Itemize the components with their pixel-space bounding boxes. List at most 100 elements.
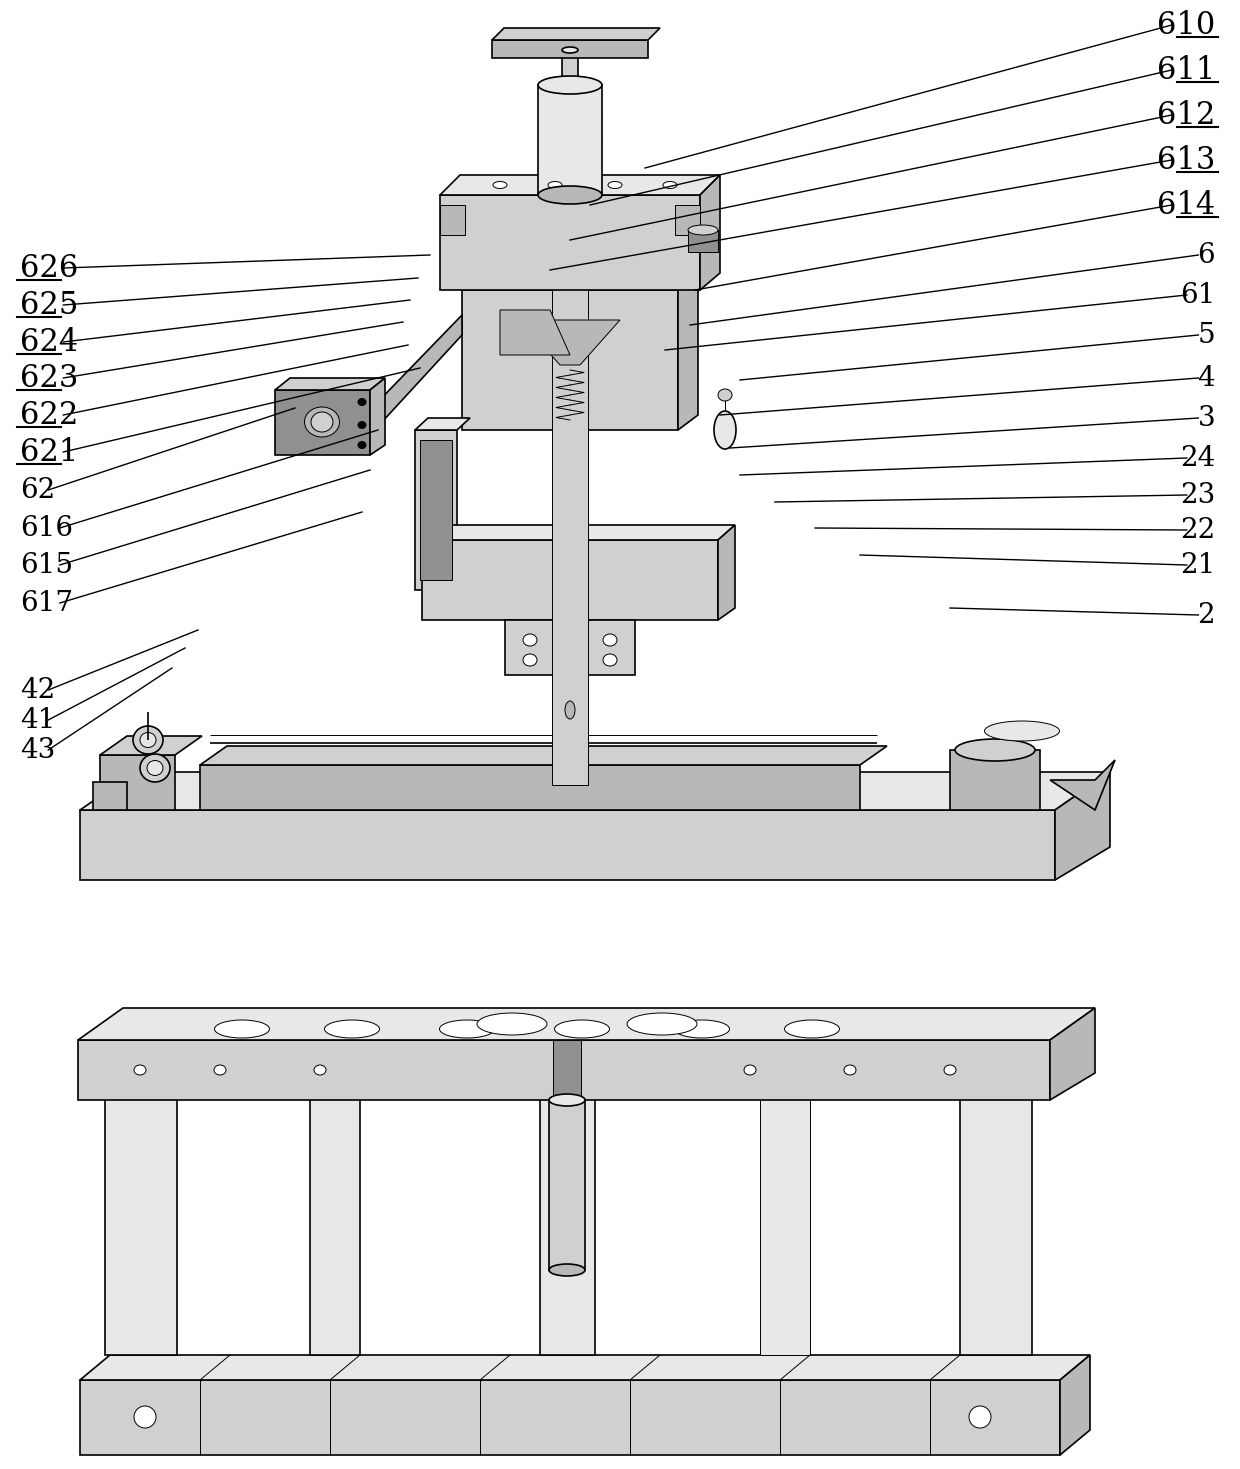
Text: 613: 613 [1157, 144, 1215, 175]
Text: 622: 622 [20, 400, 78, 430]
FancyBboxPatch shape [420, 441, 453, 580]
Ellipse shape [140, 754, 170, 782]
Ellipse shape [714, 411, 737, 450]
Polygon shape [422, 524, 735, 541]
Ellipse shape [603, 635, 618, 646]
Ellipse shape [688, 225, 718, 235]
Polygon shape [105, 1047, 195, 1061]
Ellipse shape [968, 1406, 991, 1428]
FancyBboxPatch shape [562, 50, 578, 93]
Polygon shape [960, 1047, 1050, 1061]
FancyBboxPatch shape [553, 1040, 582, 1100]
Polygon shape [200, 746, 887, 765]
Ellipse shape [477, 1014, 547, 1036]
Polygon shape [93, 782, 126, 809]
FancyBboxPatch shape [415, 430, 458, 591]
Ellipse shape [439, 1019, 495, 1039]
Ellipse shape [955, 739, 1035, 761]
Text: 2: 2 [1198, 601, 1215, 629]
Polygon shape [440, 175, 720, 195]
Ellipse shape [603, 654, 618, 665]
Ellipse shape [311, 411, 334, 432]
FancyBboxPatch shape [552, 185, 588, 784]
Text: 614: 614 [1157, 190, 1215, 220]
Ellipse shape [523, 654, 537, 665]
Text: 610: 610 [1157, 9, 1215, 41]
Ellipse shape [133, 726, 162, 754]
Ellipse shape [494, 182, 507, 188]
Polygon shape [81, 1354, 1090, 1379]
Ellipse shape [744, 1065, 756, 1075]
Polygon shape [370, 378, 384, 455]
Polygon shape [463, 289, 678, 430]
Text: 611: 611 [1157, 54, 1215, 85]
Text: 617: 617 [20, 589, 73, 617]
Polygon shape [950, 751, 1040, 809]
Ellipse shape [215, 1019, 269, 1039]
Ellipse shape [148, 761, 162, 776]
Polygon shape [505, 620, 556, 674]
Ellipse shape [549, 1094, 585, 1106]
FancyBboxPatch shape [440, 206, 465, 235]
Polygon shape [81, 773, 1110, 809]
Ellipse shape [538, 76, 601, 94]
Polygon shape [81, 809, 1055, 880]
Ellipse shape [785, 1019, 839, 1039]
Polygon shape [1055, 773, 1110, 880]
FancyBboxPatch shape [688, 231, 718, 253]
Ellipse shape [358, 422, 366, 429]
Ellipse shape [554, 1019, 610, 1039]
Ellipse shape [215, 1065, 226, 1075]
Text: 61: 61 [1179, 282, 1215, 308]
Ellipse shape [608, 182, 622, 188]
FancyBboxPatch shape [538, 85, 601, 195]
Polygon shape [78, 1008, 1095, 1040]
FancyBboxPatch shape [492, 40, 649, 57]
Polygon shape [275, 389, 370, 455]
FancyBboxPatch shape [310, 1061, 360, 1354]
Text: 3: 3 [1198, 404, 1215, 432]
Ellipse shape [314, 1065, 326, 1075]
Ellipse shape [675, 1019, 729, 1039]
FancyBboxPatch shape [105, 1061, 177, 1354]
Polygon shape [718, 524, 735, 620]
Text: 4: 4 [1198, 364, 1215, 392]
Polygon shape [463, 272, 698, 289]
Ellipse shape [844, 1065, 856, 1075]
Ellipse shape [140, 733, 156, 748]
Ellipse shape [358, 442, 366, 448]
Polygon shape [1050, 1008, 1095, 1100]
Ellipse shape [627, 1014, 697, 1036]
Text: 621: 621 [20, 436, 78, 467]
Ellipse shape [944, 1065, 956, 1075]
Text: 623: 623 [20, 363, 78, 394]
Polygon shape [539, 1047, 613, 1061]
Ellipse shape [358, 398, 366, 405]
Polygon shape [370, 314, 463, 435]
Ellipse shape [538, 187, 601, 204]
Polygon shape [100, 736, 202, 755]
Text: 625: 625 [20, 289, 78, 320]
Polygon shape [422, 541, 718, 620]
Ellipse shape [134, 1065, 146, 1075]
Ellipse shape [565, 701, 575, 718]
Ellipse shape [523, 635, 537, 646]
Text: 6: 6 [1198, 241, 1215, 269]
Ellipse shape [562, 47, 578, 53]
Ellipse shape [305, 407, 340, 436]
Ellipse shape [548, 182, 562, 188]
Text: 616: 616 [20, 514, 73, 542]
Polygon shape [585, 620, 635, 674]
Polygon shape [81, 1379, 1060, 1454]
Polygon shape [701, 175, 720, 289]
Ellipse shape [718, 389, 732, 401]
Text: 21: 21 [1179, 551, 1215, 579]
Ellipse shape [985, 721, 1059, 740]
Polygon shape [275, 378, 384, 389]
Text: 43: 43 [20, 736, 56, 764]
Text: 41: 41 [20, 707, 56, 733]
Polygon shape [1060, 1354, 1090, 1454]
FancyBboxPatch shape [960, 1061, 1032, 1354]
Polygon shape [310, 1047, 378, 1061]
Ellipse shape [134, 1406, 156, 1428]
